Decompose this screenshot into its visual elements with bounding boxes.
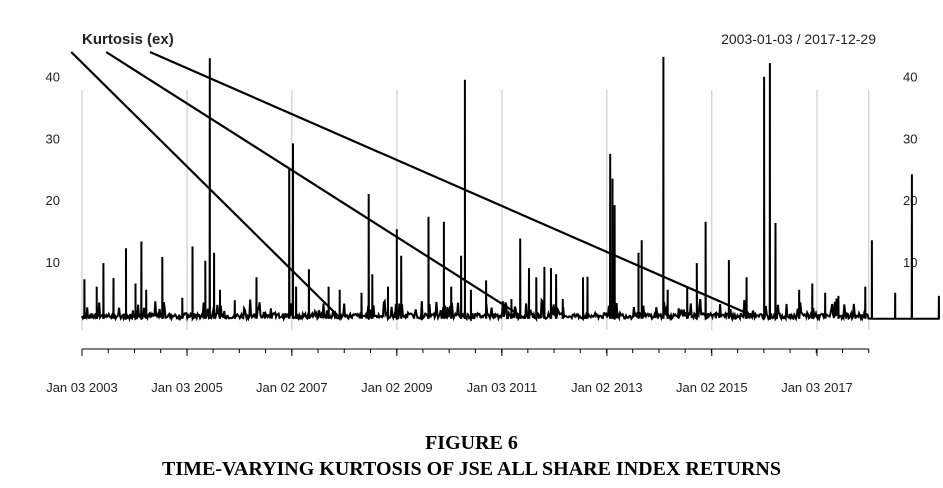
kurtosis-chart: Kurtosis (ex) 2003-01-03 / 2017-12-29 10… xyxy=(46,31,940,395)
x-tick-label: Jan 02 2007 xyxy=(256,380,328,395)
kurtosis-line xyxy=(81,56,940,323)
y-tick-label-right: 10 xyxy=(903,255,917,270)
overlay-line xyxy=(105,51,524,319)
overlay-line xyxy=(70,51,341,319)
chart-title: Kurtosis (ex) xyxy=(82,31,174,48)
overlay-line xyxy=(149,50,758,319)
x-tick-label: Jan 02 2015 xyxy=(676,380,748,395)
y-tick-label-left: 10 xyxy=(46,255,60,270)
y-tick-label-left: 20 xyxy=(46,193,60,208)
y-tick-label-right: 30 xyxy=(903,131,917,146)
x-tick-label: Jan 03 2005 xyxy=(151,380,223,395)
x-tick-label: Jan 03 2011 xyxy=(467,380,538,395)
x-tick-label: Jan 03 2017 xyxy=(781,380,853,395)
figure-caption: TIME-VARYING KURTOSIS OF JSE ALL SHARE I… xyxy=(162,458,781,480)
y-tick-label-right: 20 xyxy=(903,193,917,208)
y-axis-right: 10 20 30 40 xyxy=(903,70,917,270)
y-tick-label-left: 40 xyxy=(46,70,60,85)
x-tick-label: Jan 03 2003 xyxy=(46,380,118,395)
y-tick-label-left: 30 xyxy=(46,131,60,146)
diagonal-overlay-lines xyxy=(70,50,758,319)
vertical-gridlines xyxy=(81,90,870,330)
x-tick-label: Jan 02 2013 xyxy=(571,380,643,395)
date-range-label: 2003-01-03 / 2017-12-29 xyxy=(721,31,876,47)
y-tick-label-right: 40 xyxy=(903,70,917,85)
figure-label: FIGURE 6 xyxy=(425,432,518,454)
kurtosis-series xyxy=(81,56,940,323)
y-axis-left: 10 20 30 40 xyxy=(46,70,60,270)
x-tick-label: Jan 02 2009 xyxy=(361,380,433,395)
x-axis: Jan 03 2003 Jan 03 2005 Jan 02 2007 Jan 02 … xyxy=(46,348,870,395)
